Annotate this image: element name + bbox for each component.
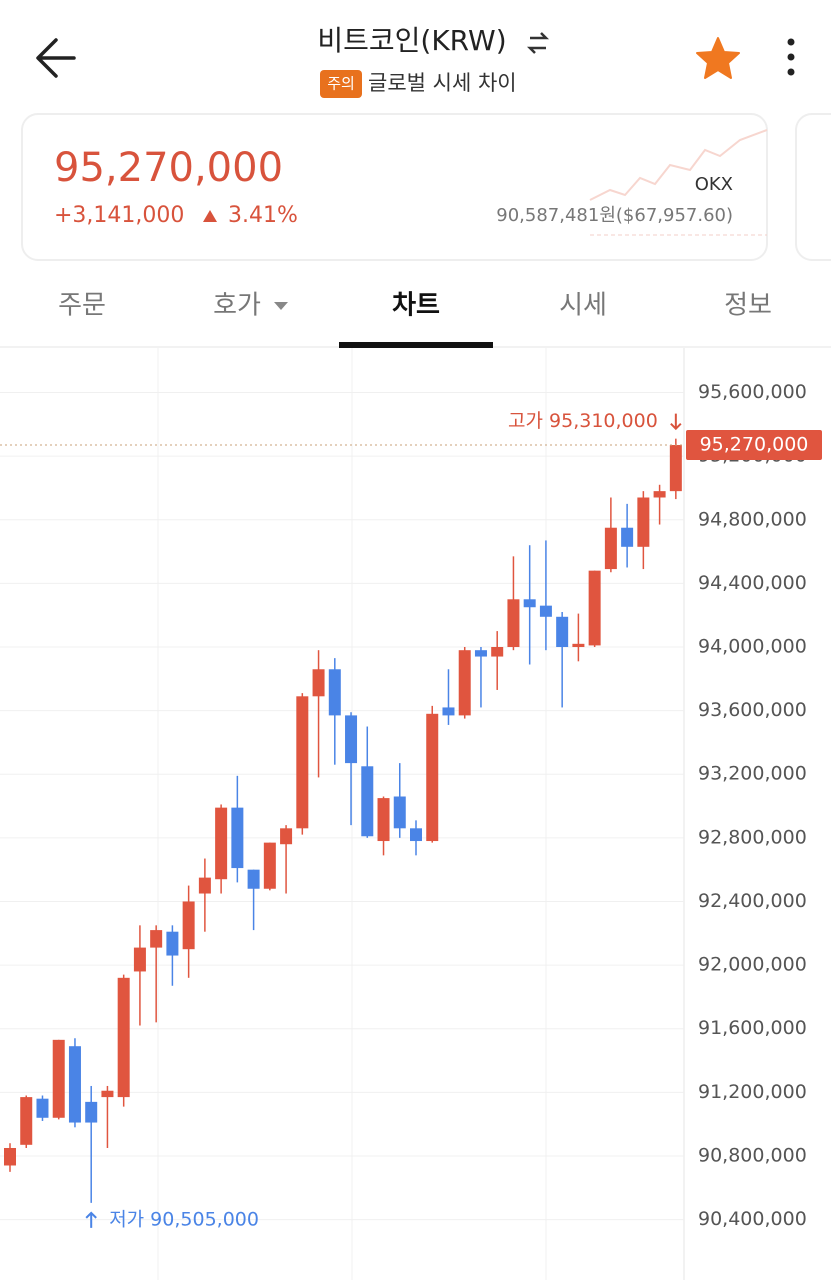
candle-body [507, 599, 520, 648]
candle-body [198, 877, 211, 894]
low-arrow [85, 1211, 97, 1228]
candle-body [572, 643, 585, 648]
tab[interactable]: 시세 [559, 291, 607, 321]
candle-body [637, 497, 650, 547]
y-tick-label: 94,400,000 [698, 572, 807, 594]
y-tick-label: 92,000,000 [698, 954, 807, 976]
candle-body [588, 570, 601, 646]
candle-body [133, 947, 146, 972]
candle-body [361, 766, 374, 837]
candle-body [410, 828, 422, 842]
y-tick-label: 90,800,000 [698, 1144, 807, 1166]
swap-icon[interactable] [526, 32, 550, 54]
price-change: +3,141,000 [54, 203, 184, 228]
candle-body [215, 807, 228, 880]
y-tick-label: 91,200,000 [698, 1081, 807, 1103]
low-label: 저가 90,505,000 [109, 1208, 259, 1230]
favorite-star[interactable] [696, 37, 740, 79]
current-price-bg [686, 430, 822, 461]
candle-body [621, 527, 634, 547]
candle-body [377, 798, 390, 842]
y-tick-label: 95,600,000 [698, 381, 807, 403]
candle-body [345, 715, 358, 764]
candle-body [101, 1090, 114, 1098]
exchange-name: OKX [695, 174, 733, 195]
y-tick-label: 92,800,000 [698, 826, 807, 848]
high-arrow [670, 413, 682, 431]
price-card[interactable] [21, 113, 768, 261]
candle-body [442, 707, 455, 716]
y-tick-label: 93,600,000 [698, 699, 807, 721]
exchange-price: 90,587,481원($67,957.60) [496, 205, 733, 226]
candle-body [539, 605, 552, 617]
candle-body [669, 445, 682, 492]
dropdown-icon [274, 302, 288, 310]
candle-body [312, 669, 325, 697]
candle-body [523, 599, 536, 608]
candle-body [117, 977, 130, 1098]
candle-body [280, 828, 293, 845]
price: 95,270,000 [54, 145, 283, 191]
candle-body [474, 650, 487, 657]
candle-body [231, 807, 244, 869]
sparkline [589, 129, 768, 201]
candle-body [182, 901, 195, 950]
current-price-label: 95,270,000 [700, 434, 809, 456]
candle-body [393, 796, 406, 829]
next-card[interactable] [795, 113, 831, 261]
y-tick-label: 93,200,000 [698, 763, 807, 785]
candle-body [653, 491, 666, 498]
candle-body [85, 1101, 98, 1123]
up-triangle [203, 210, 217, 222]
candle-body [68, 1046, 81, 1123]
candle-body [556, 616, 569, 648]
candle-body [36, 1098, 49, 1118]
candle-body [491, 647, 504, 657]
candle-body [263, 842, 276, 889]
candle-body [4, 1147, 16, 1166]
candle-body [458, 650, 471, 716]
tab-active[interactable]: 차트 [392, 291, 440, 321]
badge-bg [320, 70, 362, 98]
tab[interactable]: 호가 [213, 291, 261, 321]
candle-body [52, 1039, 65, 1118]
y-tick-label: 94,000,000 [698, 636, 807, 658]
y-tick-label: 92,400,000 [698, 890, 807, 912]
y-tick-label: 90,400,000 [698, 1208, 807, 1230]
candle-body [426, 713, 439, 842]
tab-underline [339, 342, 493, 348]
candle-body [20, 1097, 33, 1145]
y-tick-label: 91,600,000 [698, 1017, 807, 1039]
candle-body [328, 669, 341, 716]
high-label: 고가 95,310,000 [508, 410, 658, 432]
candle-body [166, 931, 179, 956]
y-tick-label: 94,800,000 [698, 508, 807, 530]
tab[interactable]: 주문 [58, 291, 106, 321]
title: 비트코인(KRW) [317, 24, 506, 57]
tab[interactable]: 정보 [724, 291, 772, 321]
price-change-pct: 3.41% [228, 203, 298, 228]
candle-body [604, 527, 617, 570]
menu-button[interactable] [787, 38, 795, 76]
candle-body [150, 930, 163, 948]
subtitle[interactable]: 글로벌 시세 차이 [368, 71, 517, 95]
badge: 주의 [327, 75, 355, 93]
back-button[interactable] [36, 38, 76, 78]
candle-body [247, 869, 260, 889]
candle-body [296, 696, 309, 829]
